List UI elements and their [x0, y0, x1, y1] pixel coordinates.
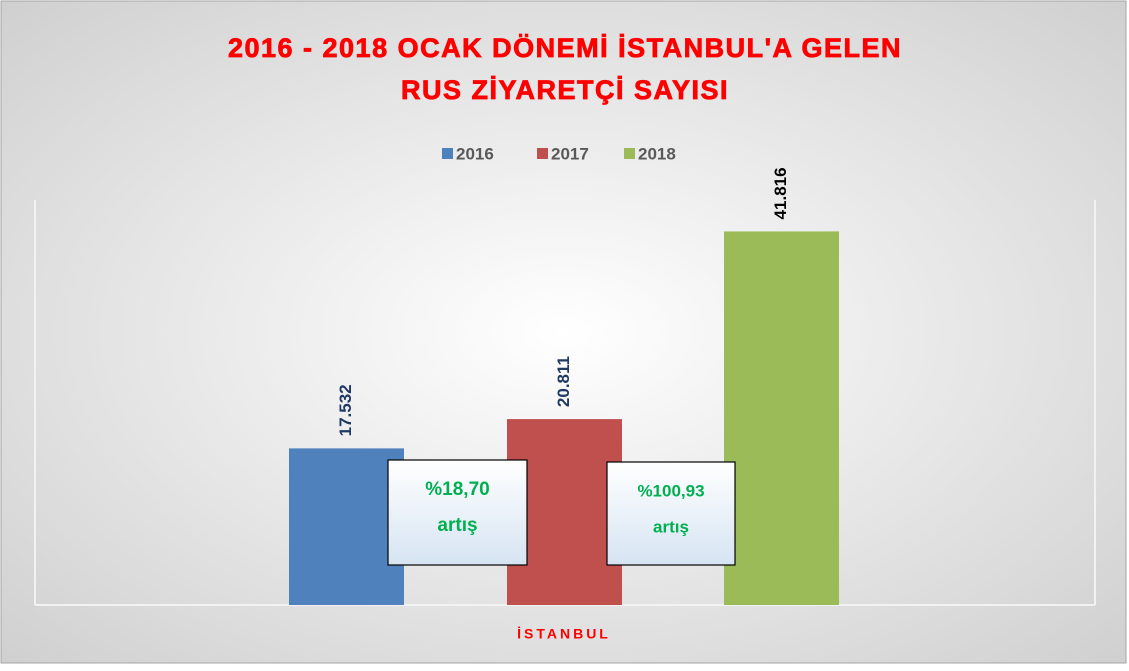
annotation-text: %100,93	[637, 481, 704, 500]
legend-label: 2017	[551, 144, 589, 163]
chart-title: RUS ZİYARETÇİ SAYISI	[401, 75, 729, 105]
legend-label: 2016	[456, 144, 494, 163]
legend-swatch	[537, 148, 548, 159]
legend-swatch	[624, 148, 635, 159]
plot-frame	[34, 200, 1096, 605]
bar	[289, 448, 404, 605]
data-label: 20.811	[554, 356, 573, 407]
chart-title: 2016 - 2018 OCAK DÖNEMİ İSTANBUL'A GELEN	[228, 33, 902, 63]
legend-swatch	[442, 148, 453, 159]
annotation-box	[387, 459, 528, 566]
bar	[724, 231, 839, 606]
x-tick-label: İSTANBUL	[517, 626, 611, 642]
annotation-text: %18,70	[425, 479, 489, 500]
annotation-text: artış	[437, 515, 477, 536]
annotation-text: artış	[653, 517, 689, 536]
legend-label: 2018	[638, 144, 676, 163]
data-label: 17.532	[336, 384, 355, 436]
data-label: 41.816	[771, 167, 790, 219]
annotation-box	[606, 461, 736, 566]
